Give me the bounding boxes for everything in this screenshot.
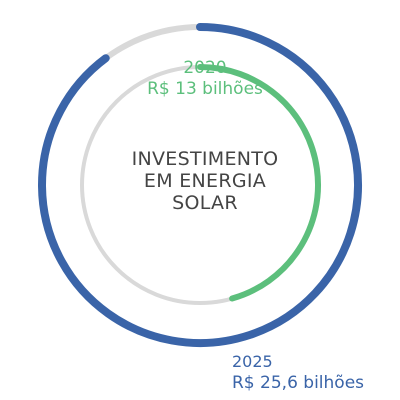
ring-bar-2020 <box>197 64 321 302</box>
ring-bar-2025 <box>38 23 363 347</box>
chart-title-line-3: SOLAR <box>172 192 238 214</box>
value-label-2025: R$ 25,6 bilhões <box>232 373 365 393</box>
data-label-2025: 2025 R$ 25,6 bilhões <box>232 352 400 394</box>
data-label-2020: 2020 R$ 13 bilhões <box>130 58 280 100</box>
year-label-2020: 2020 <box>183 58 227 78</box>
chart-title: INVESTIMENTO EM ENERGIA SOLAR <box>100 148 310 214</box>
year-label-2025: 2025 <box>232 352 273 371</box>
value-label-2020: R$ 13 bilhões <box>147 79 263 99</box>
chart-title-line-2: EM ENERGIA <box>143 170 267 192</box>
chart-title-line-1: INVESTIMENTO <box>131 148 279 170</box>
